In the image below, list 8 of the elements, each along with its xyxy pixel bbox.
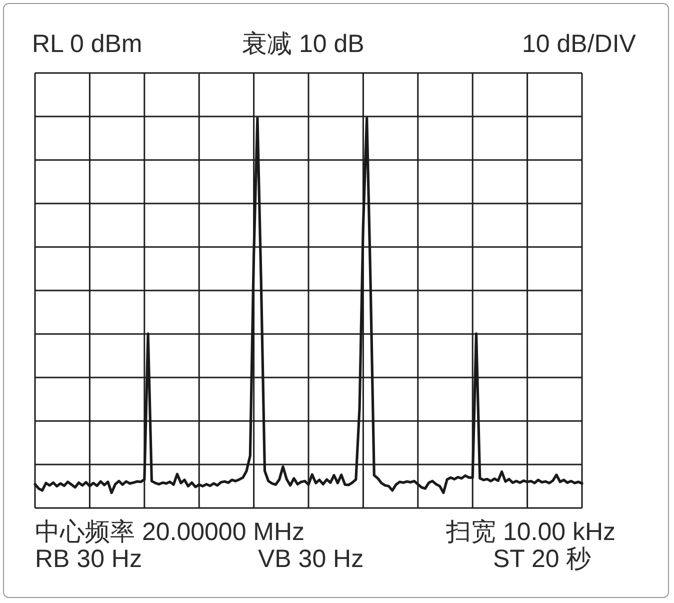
- text: 中心频率 20.00000 MHz: [35, 518, 305, 546]
- text: 衰减 10 dB: [242, 30, 364, 58]
- text: RB 30 Hz: [35, 545, 142, 573]
- text: 10 dB/DIV: [522, 30, 636, 58]
- text: VB 30 Hz: [258, 545, 364, 573]
- text: RL 0 dBm: [32, 30, 142, 58]
- text: 扫宽 10.00 kHz: [445, 518, 616, 546]
- text: ST 20 秒: [493, 545, 592, 573]
